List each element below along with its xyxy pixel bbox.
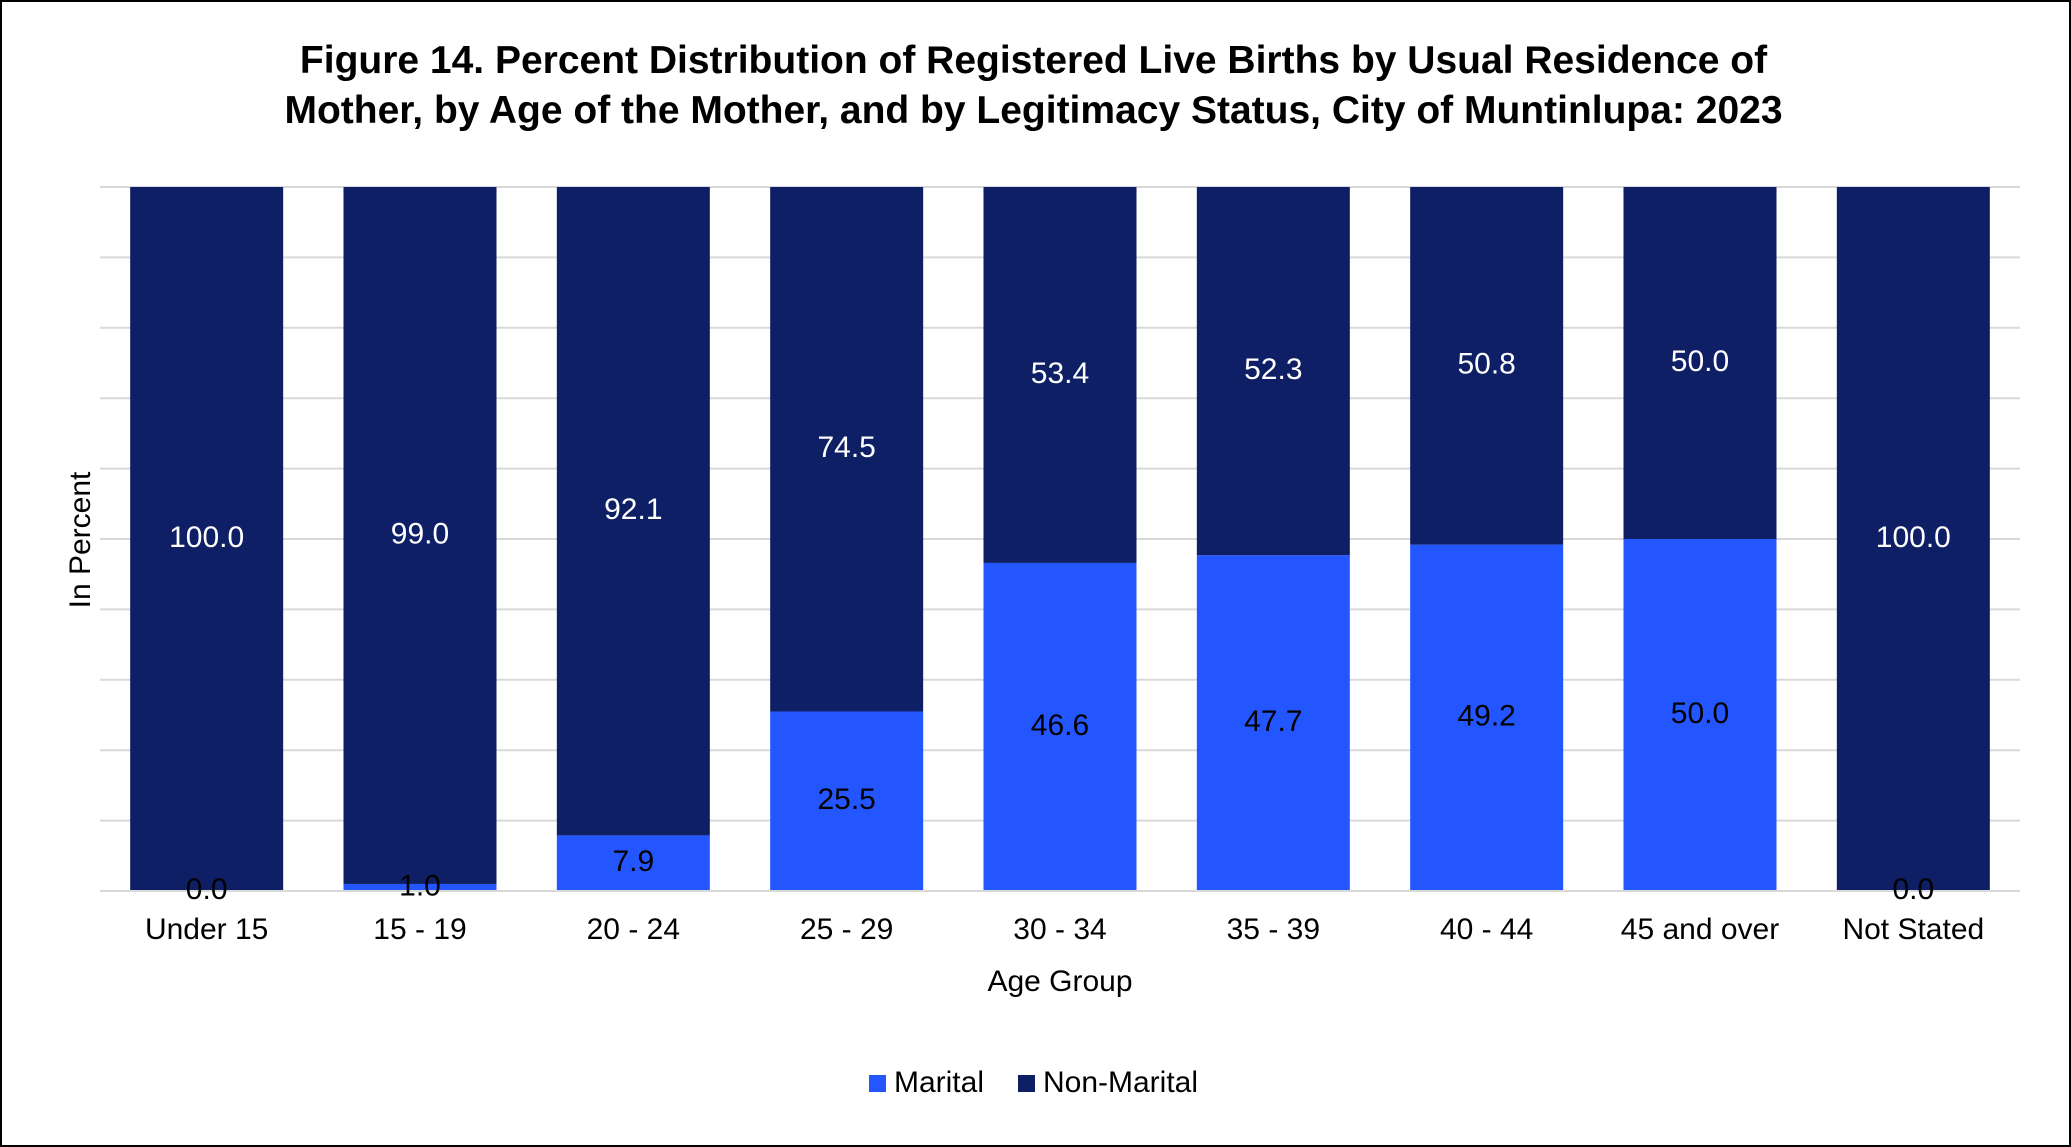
- data-label-non-marital: 52.3: [1244, 353, 1302, 386]
- data-label-marital: 25.5: [817, 783, 875, 816]
- bar-non-marital: [983, 187, 1137, 563]
- data-label-non-marital: 50.0: [1671, 345, 1729, 378]
- bar-non-marital: [1196, 187, 1350, 556]
- legend-swatch-marital: [868, 1074, 886, 1092]
- data-labels: 0.0 100.0 1.0 99.0 7.9 92.1 25.5 74.5 46.6 53.4 47…: [169, 345, 1951, 906]
- y-axis-title: In Percent: [64, 471, 97, 608]
- bar-non-marital: [343, 187, 497, 884]
- bars: [130, 187, 1990, 891]
- bar-marital: [770, 711, 924, 891]
- bar-non-marital: [556, 187, 710, 836]
- bar-non-marital: [1623, 187, 1777, 539]
- data-label-marital: 47.7: [1244, 705, 1302, 738]
- legend-swatch-non-marital: [1017, 1074, 1035, 1092]
- data-label-marital: 49.2: [1457, 700, 1515, 733]
- bar-non-marital: [1836, 187, 1990, 891]
- legend-item-marital: Marital: [868, 1066, 984, 1100]
- data-label-non-marital: 53.4: [1031, 357, 1089, 390]
- data-label-non-marital: 100.0: [169, 521, 244, 554]
- data-label-non-marital: 99.0: [391, 517, 449, 550]
- data-label-non-marital: 50.8: [1457, 348, 1515, 381]
- x-tick-label: 30 - 34: [1013, 913, 1106, 946]
- bar-marital: [556, 835, 710, 891]
- data-label-non-marital: 100.0: [1876, 521, 1951, 554]
- x-tick-label: 45 and over: [1621, 913, 1779, 946]
- data-label-marital: 50.0: [1671, 697, 1729, 730]
- legend-label-non-marital: Non-Marital: [1042, 1066, 1199, 1099]
- data-label-marital: 46.6: [1031, 709, 1089, 742]
- data-label-marital: 0.0: [1892, 873, 1934, 906]
- data-label-marital: 7.9: [612, 845, 654, 878]
- chart-title-line-1: Figure 14. Percent Distribution of Regis…: [299, 39, 1768, 82]
- bar-non-marital: [770, 187, 924, 712]
- bar-marital: [1196, 555, 1350, 891]
- x-axis-title: Age Group: [987, 965, 1132, 998]
- x-tick-label: Not Stated: [1842, 913, 1984, 946]
- legend-label-marital: Marital: [893, 1066, 984, 1099]
- bar-marital: [1410, 544, 1564, 891]
- x-tick-label: 35 - 39: [1227, 913, 1320, 946]
- bar-marital: [983, 562, 1137, 891]
- data-label-non-marital: 74.5: [817, 431, 875, 464]
- chart-title: Figure 14. Percent Distribution of Regis…: [0, 36, 2067, 136]
- chart-title-line-2: Mother, by Age of the Mother, and by Leg…: [284, 89, 1783, 132]
- x-tick-label: 20 - 24: [587, 913, 680, 946]
- x-tick-label: Under 15: [145, 913, 268, 946]
- data-label-marital: 0.0: [186, 873, 228, 906]
- legend-item-non-marital: Non-Marital: [1017, 1066, 1199, 1100]
- x-tick-label: 15 - 19: [373, 913, 466, 946]
- bar-marital: [1623, 539, 1777, 891]
- bar-non-marital: [1410, 187, 1564, 545]
- legend: Marital Non-Marital: [0, 1066, 2067, 1100]
- axes: Under 15 15 - 19 20 - 24 25 - 29 30 - 34 35 -…: [100, 890, 2020, 946]
- bar-non-marital: [130, 187, 284, 891]
- x-tick-label: 40 - 44: [1440, 913, 1533, 946]
- data-label-marital: 1.0: [399, 869, 441, 902]
- bar-marital: [343, 883, 497, 891]
- data-label-non-marital: 92.1: [604, 493, 662, 526]
- x-tick-label: 25 - 29: [800, 913, 893, 946]
